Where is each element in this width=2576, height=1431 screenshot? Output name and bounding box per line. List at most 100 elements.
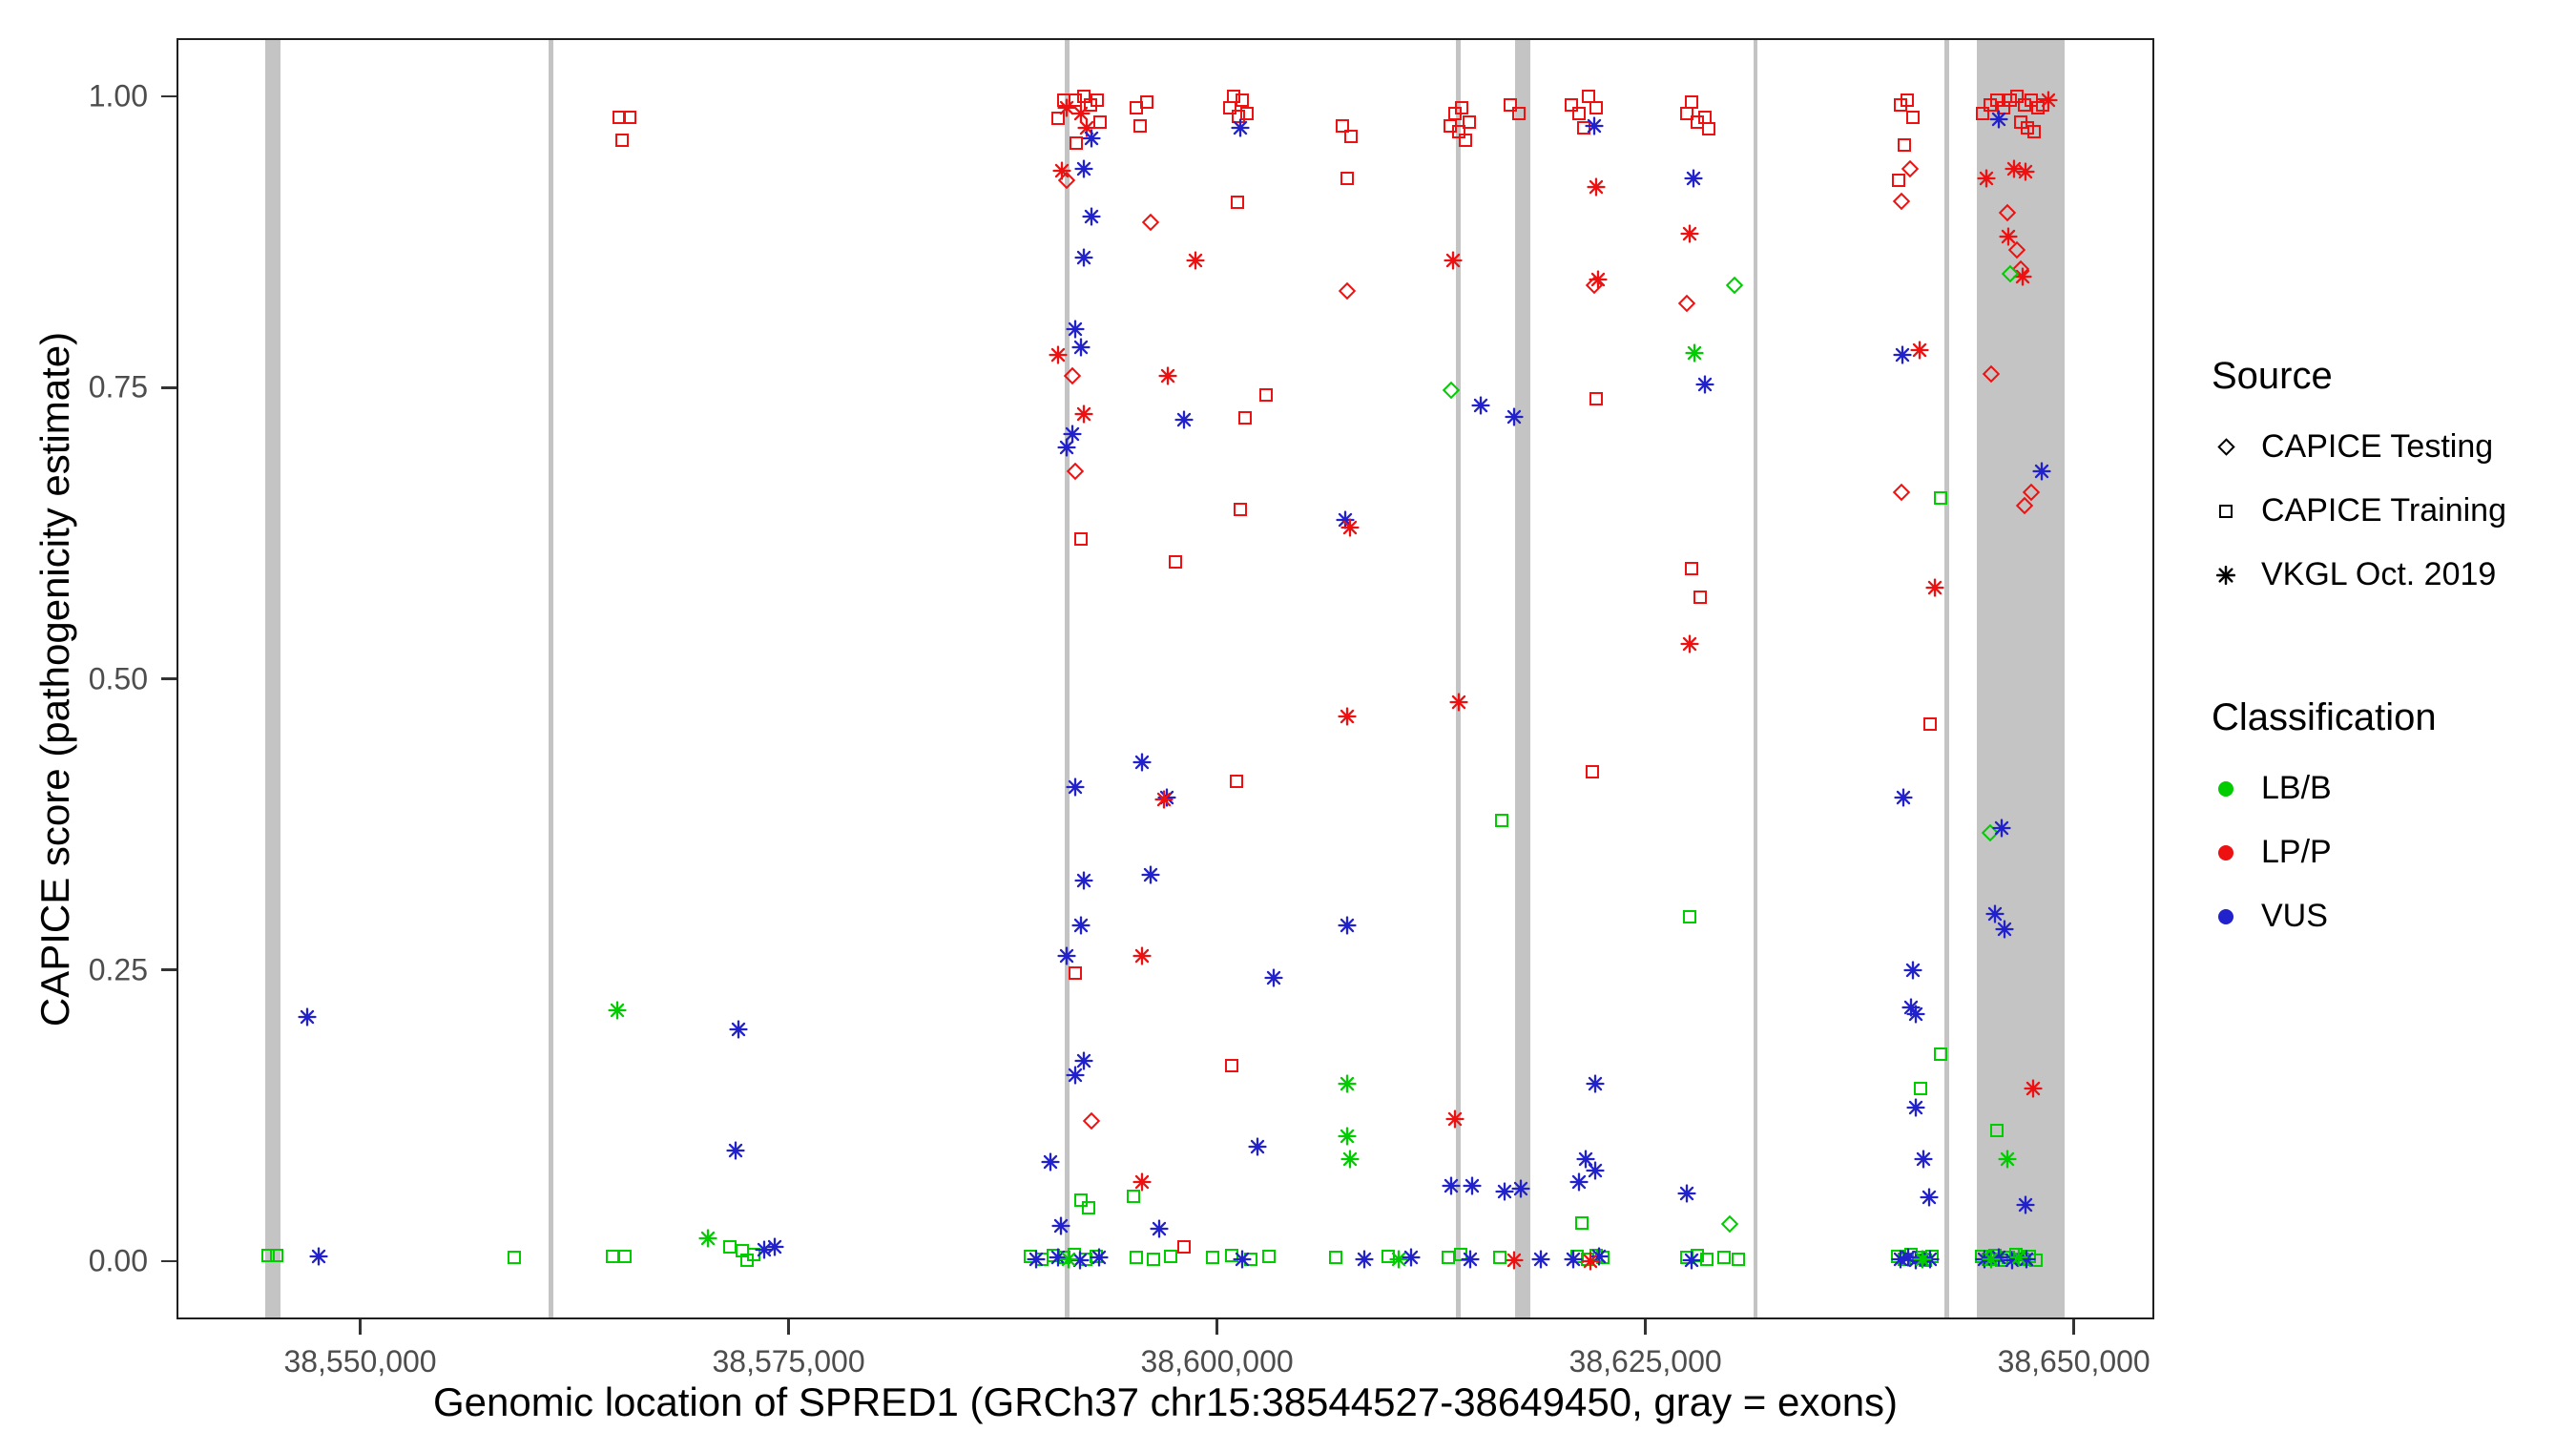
- data-point-asterisk: [1685, 343, 1704, 363]
- asterisk-glyph: [1463, 1175, 1482, 1195]
- asterisk-glyph: [1680, 634, 1699, 653]
- data-point-asterisk: [1995, 920, 2014, 939]
- asterisk-glyph: [1149, 1219, 1169, 1238]
- x-tick-mark: [787, 1319, 790, 1335]
- asterisk-glyph: [1355, 1249, 1374, 1269]
- lpp-marker-icon: [2212, 844, 2240, 861]
- data-point-square: [1443, 118, 1457, 133]
- asterisk-glyph: [1071, 104, 1091, 123]
- asterisk-glyph: [1913, 1249, 1932, 1269]
- y-tick-label: 0.25: [88, 952, 148, 987]
- asterisk-glyph: [1071, 337, 1091, 357]
- data-point-asterisk: [1401, 1248, 1421, 1267]
- y-tick-label: 0.75: [88, 369, 148, 404]
- asterisk-glyph: [1052, 161, 1071, 180]
- data-point-asterisk: [1585, 115, 1604, 135]
- data-point-asterisk: [2013, 267, 2032, 286]
- asterisk-glyph: [1910, 341, 1929, 360]
- data-point-square: [1051, 112, 1066, 126]
- data-point-asterisk: [1071, 916, 1091, 935]
- asterisk-glyph: [2016, 162, 2035, 181]
- data-point-asterisk: [1082, 207, 1102, 226]
- data-point-asterisk: [1090, 1248, 1109, 1267]
- data-point-diamond: [1677, 295, 1695, 313]
- data-point-square: [1206, 1251, 1220, 1265]
- asterisk-glyph: [2023, 1079, 2043, 1098]
- asterisk-glyph: [1905, 1005, 1925, 1024]
- legend-label: LP/P: [2261, 834, 2332, 870]
- x-tick-label: 38,650,000: [1997, 1344, 2150, 1379]
- data-point-asterisk: [1449, 693, 1468, 712]
- data-point-asterisk: [1340, 1149, 1360, 1169]
- data-point-asterisk: [1568, 1172, 1589, 1192]
- asterisk-glyph: [2031, 462, 2051, 481]
- asterisk-glyph: [309, 1247, 329, 1266]
- data-point-square: [1235, 93, 1249, 107]
- data-point-asterisk: [1682, 1251, 1701, 1270]
- asterisk-glyph: [1999, 226, 2018, 246]
- data-point-asterisk: [1463, 1175, 1482, 1195]
- data-point-asterisk: [1070, 1251, 1090, 1270]
- data-point-asterisk: [1982, 1249, 2002, 1269]
- data-point-asterisk: [1576, 1149, 1595, 1169]
- data-point-diamond: [1983, 364, 2001, 383]
- asterisk-glyph: [1894, 788, 1913, 807]
- asterisk-glyph: [1444, 251, 1464, 270]
- asterisk-glyph: [1082, 207, 1102, 226]
- asterisk-glyph: [1442, 1175, 1461, 1195]
- y-tick-mark: [161, 968, 177, 971]
- data-point-asterisk: [1913, 1149, 1933, 1169]
- asterisk-glyph: [1531, 1249, 1550, 1269]
- data-point-square: [1989, 1124, 2004, 1138]
- asterisk-glyph: [1682, 1251, 1701, 1270]
- asterisk-glyph: [1511, 1179, 1530, 1198]
- exon-band: [1944, 38, 1949, 1319]
- asterisk-glyph: [1057, 946, 1077, 965]
- asterisk-glyph: [1071, 916, 1091, 935]
- legend-label: VUS: [2261, 898, 2328, 934]
- data-point-diamond: [1901, 159, 1920, 177]
- asterisk-glyph: [1677, 1184, 1696, 1203]
- data-point-asterisk: [1248, 1137, 1267, 1156]
- asterisk-glyph: [1389, 1249, 1408, 1269]
- data-point-asterisk: [1581, 1252, 1600, 1271]
- asterisk-glyph: [1057, 437, 1077, 457]
- data-point-square: [1575, 1215, 1589, 1230]
- data-point-asterisk: [1074, 1051, 1093, 1070]
- data-point-diamond: [1892, 192, 1911, 211]
- data-point-asterisk: [2016, 1195, 2035, 1214]
- data-point-asterisk: [309, 1247, 329, 1266]
- asterisk-glyph: [1340, 518, 1360, 537]
- data-point-square: [1565, 97, 1579, 112]
- data-point-square: [2004, 93, 2018, 107]
- asterisk-glyph: [1154, 790, 1174, 810]
- y-tick-label: 0.50: [88, 661, 148, 695]
- data-point-asterisk: [1074, 404, 1093, 424]
- data-point-square: [1492, 1251, 1506, 1265]
- asterisk-glyph: [1695, 375, 1715, 394]
- data-point-asterisk: [1077, 118, 1096, 137]
- data-point-square: [1685, 561, 1699, 575]
- data-point-square: [1176, 1240, 1191, 1255]
- data-point-asterisk: [1059, 1249, 1078, 1269]
- asterisk-glyph: [1586, 1074, 1605, 1093]
- data-point-square: [1685, 95, 1699, 110]
- data-point-asterisk: [1999, 226, 2018, 246]
- data-point-square: [1240, 107, 1255, 121]
- data-point-square: [2010, 90, 2025, 104]
- data-point-diamond: [1063, 366, 1082, 385]
- data-point-asterisk: [726, 1141, 745, 1160]
- data-point-square: [1693, 591, 1708, 605]
- asterisk-glyph: [1074, 1051, 1093, 1070]
- data-point-square: [1983, 97, 1997, 112]
- data-point-square: [1576, 121, 1590, 135]
- data-point-square: [1073, 531, 1088, 546]
- data-point-square: [1989, 93, 2004, 107]
- data-point-square: [1090, 93, 1104, 107]
- asterisk-glyph: [1090, 1248, 1109, 1267]
- asterisk-glyph: [1186, 251, 1205, 270]
- data-point-square: [1455, 101, 1469, 115]
- asterisk-glyph: [2016, 1195, 2035, 1214]
- data-point-asterisk: [1989, 110, 2008, 130]
